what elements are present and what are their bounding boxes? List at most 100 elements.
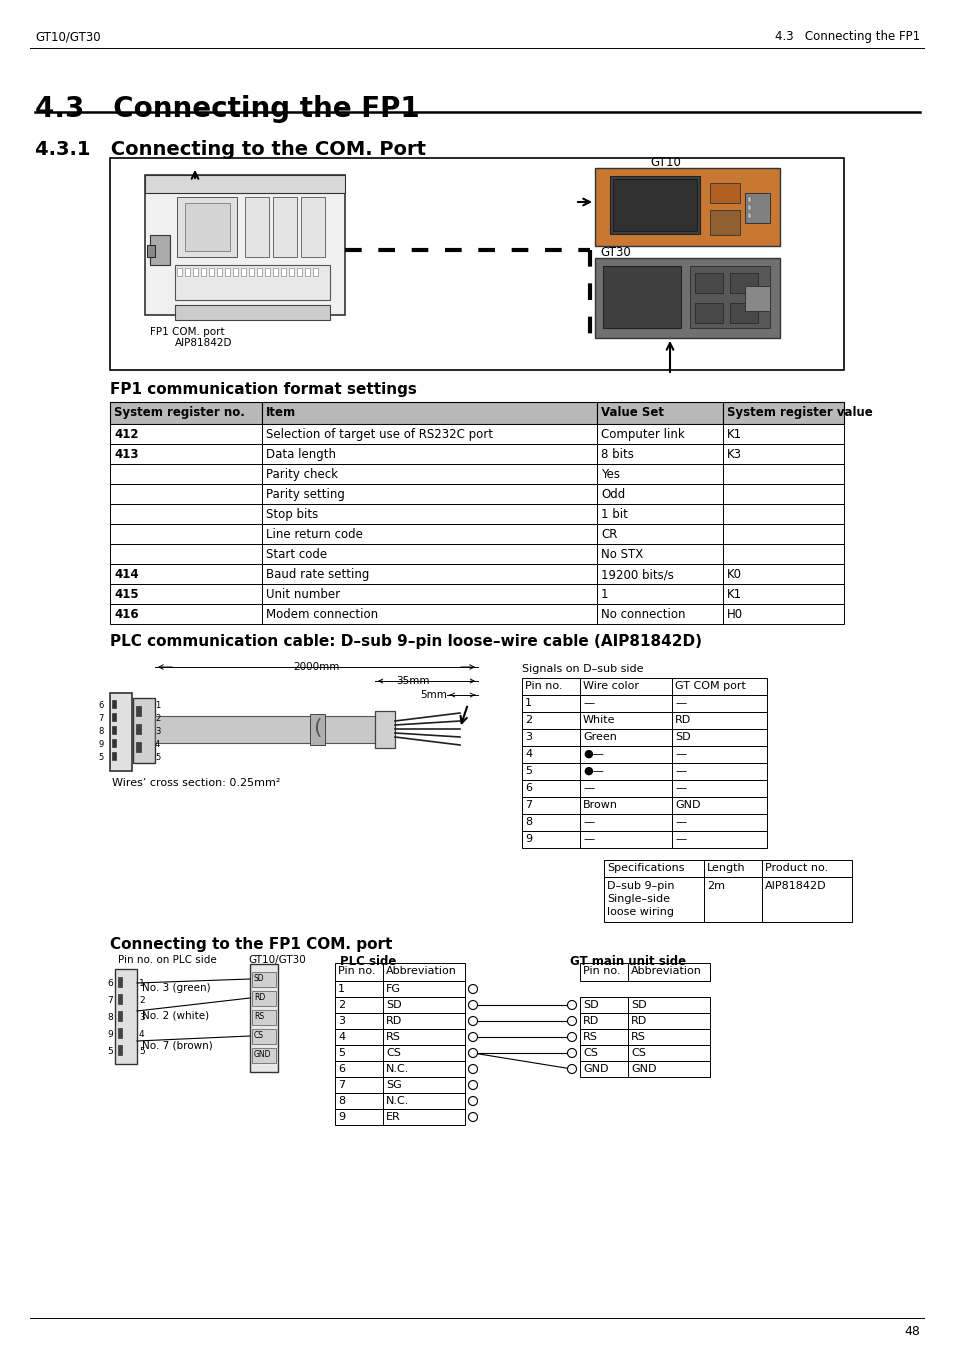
Bar [627, 962, 709, 981]
Bar [110, 485, 262, 503]
Text: N.C.: N.C. [386, 1063, 409, 1074]
Text: 5: 5 [154, 752, 160, 762]
Text: 3: 3 [337, 1016, 345, 1026]
Bar [375, 711, 395, 748]
Bar [597, 524, 722, 544]
Bar [262, 444, 597, 464]
Text: 2: 2 [524, 715, 532, 725]
Bar [262, 464, 597, 485]
Bar [273, 268, 277, 276]
Text: N.C.: N.C. [386, 1096, 409, 1106]
Text: FP1 COM. port: FP1 COM. port [150, 327, 224, 336]
Bar [265, 268, 270, 276]
Text: Green: Green [582, 732, 617, 742]
Text: —: — [582, 699, 594, 708]
Bar [521, 797, 579, 814]
Bar [722, 424, 843, 444]
Bar [296, 268, 302, 276]
Circle shape [468, 984, 477, 993]
Bar [335, 962, 382, 981]
Bar [335, 1044, 382, 1061]
Text: 9: 9 [524, 835, 532, 844]
Bar [382, 962, 464, 981]
Text: 4.3   Connecting the FP1: 4.3 Connecting the FP1 [774, 30, 919, 43]
Circle shape [567, 1016, 576, 1026]
Text: GND: GND [582, 1063, 608, 1074]
Text: 3: 3 [524, 732, 532, 742]
Bar [597, 604, 722, 625]
Text: GT10/GT30: GT10/GT30 [248, 956, 305, 965]
Text: Stop bits: Stop bits [266, 507, 318, 521]
Bar [177, 197, 236, 257]
Text: CS: CS [253, 1031, 264, 1040]
Bar [281, 268, 286, 276]
Text: 8 bits: 8 bits [600, 448, 633, 460]
Text: Product no.: Product no. [764, 863, 827, 874]
Text: H0: H0 [726, 608, 742, 621]
Text: 48: 48 [903, 1324, 919, 1338]
Text: No STX: No STX [600, 548, 642, 561]
Text: RD: RD [582, 1016, 598, 1026]
Bar [627, 1014, 709, 1028]
Bar [185, 203, 230, 250]
Text: Pin no.: Pin no. [524, 681, 562, 690]
Bar [602, 267, 680, 328]
Text: SG: SG [386, 1079, 401, 1090]
Text: Modem connection: Modem connection [266, 608, 377, 621]
Bar [136, 724, 141, 734]
Bar [110, 402, 262, 424]
Bar [382, 1044, 464, 1061]
Bar [521, 814, 579, 830]
Circle shape [567, 1000, 576, 1010]
Text: 4: 4 [524, 748, 532, 759]
Bar [335, 1014, 382, 1028]
Text: —: — [582, 783, 594, 793]
Bar [115, 969, 137, 1063]
Text: 8: 8 [524, 817, 532, 826]
Text: GND: GND [630, 1063, 656, 1074]
Text: Specifications: Specifications [606, 863, 684, 874]
Text: 2: 2 [139, 996, 145, 1005]
Text: 1: 1 [139, 979, 145, 988]
Text: GT30: GT30 [599, 246, 630, 258]
Bar [262, 424, 597, 444]
Bar [579, 746, 671, 763]
Bar [597, 564, 722, 584]
Bar [579, 779, 671, 797]
Bar [262, 485, 597, 503]
Bar [747, 197, 750, 202]
Bar [597, 485, 722, 503]
Text: 4: 4 [154, 740, 160, 748]
Bar [579, 1028, 627, 1044]
Text: SD: SD [582, 1000, 598, 1010]
Text: 7: 7 [107, 996, 112, 1005]
Text: Computer link: Computer link [600, 428, 684, 441]
Bar [252, 991, 275, 1005]
Bar [729, 273, 758, 293]
Text: loose wiring: loose wiring [606, 907, 673, 917]
Text: CS: CS [630, 1049, 645, 1058]
Text: Unit number: Unit number [266, 588, 340, 602]
Bar [252, 1028, 275, 1044]
Bar [579, 712, 671, 730]
Bar [110, 157, 843, 370]
Text: K0: K0 [726, 568, 741, 581]
Bar [597, 444, 722, 464]
Text: Abbreviation: Abbreviation [386, 966, 456, 976]
Bar [521, 779, 579, 797]
Text: 2m: 2m [706, 882, 724, 891]
Bar [521, 678, 579, 695]
Bar [579, 1014, 627, 1028]
Text: 5: 5 [524, 766, 532, 777]
Bar [722, 444, 843, 464]
Bar [671, 712, 766, 730]
Text: 5: 5 [99, 752, 104, 762]
Text: 35mm: 35mm [396, 676, 430, 686]
Bar [216, 268, 222, 276]
Bar [110, 604, 262, 625]
Bar [250, 964, 277, 1071]
Text: 9: 9 [107, 1030, 112, 1039]
Circle shape [468, 1065, 477, 1074]
Text: 6: 6 [337, 1063, 345, 1074]
Text: 5mm: 5mm [419, 690, 447, 700]
